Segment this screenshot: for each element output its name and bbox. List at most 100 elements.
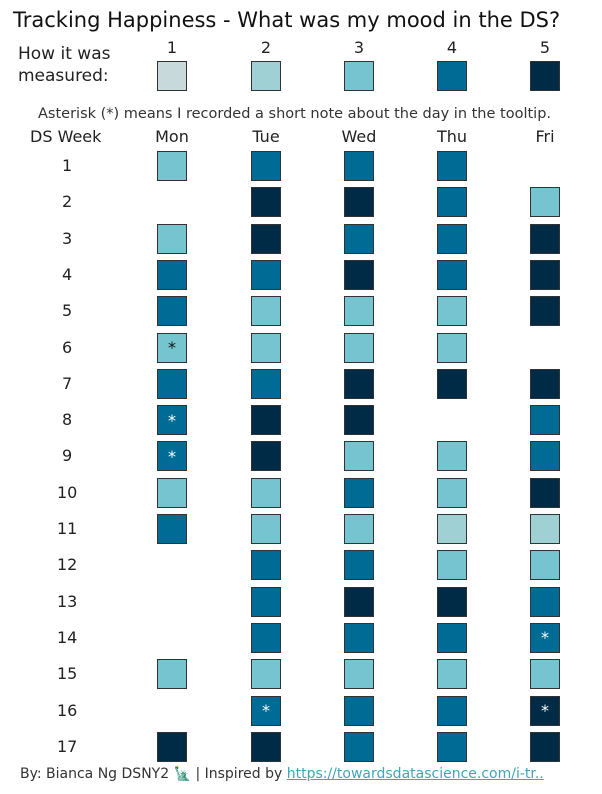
mood-cell-week-2-wed[interactable] — [344, 187, 374, 218]
legend-label: How it was measured: — [18, 44, 111, 86]
mood-cell-week-16-fri[interactable]: * — [530, 695, 560, 726]
mood-cell-week-3-fri[interactable] — [530, 223, 560, 254]
mood-cell-week-14-thu[interactable] — [437, 622, 467, 653]
mood-cell-week-11-fri[interactable] — [530, 514, 560, 544]
row-label-week-6: 6 — [62, 337, 73, 357]
note-asterisk: * — [262, 701, 270, 720]
mood-cell-week-8-wed[interactable] — [344, 405, 374, 436]
mood-cell-week-9-wed[interactable] — [344, 441, 374, 472]
mood-cell-week-8-fri[interactable] — [530, 405, 560, 436]
mood-cell-week-5-mon[interactable] — [157, 296, 187, 327]
mood-cell-week-14-fri[interactable]: * — [530, 622, 560, 653]
mood-cell-week-12-wed[interactable] — [344, 550, 374, 581]
column-header-fri: Fri — [535, 127, 555, 146]
row-label-week-7: 7 — [62, 373, 73, 393]
mood-cell-week-1-mon[interactable] — [157, 151, 187, 181]
legend-level-4-label: 4 — [446, 38, 458, 57]
row-header: DS Week — [30, 127, 102, 146]
mood-cell-week-15-wed[interactable] — [344, 659, 374, 690]
legend-level-4-swatch — [437, 61, 467, 91]
mood-cell-week-15-mon[interactable] — [157, 659, 187, 690]
mood-cell-week-11-thu[interactable] — [437, 514, 467, 544]
mood-cell-week-7-wed[interactable] — [344, 368, 374, 399]
row-label-week-5: 5 — [62, 301, 73, 321]
mood-cell-week-6-tue[interactable] — [251, 332, 281, 363]
mood-cell-week-13-tue[interactable] — [251, 586, 281, 617]
mood-cell-week-12-fri[interactable] — [530, 550, 560, 581]
mood-cell-week-14-tue[interactable] — [251, 622, 281, 653]
mood-cell-week-9-tue[interactable] — [251, 441, 281, 472]
mood-cell-week-11-mon[interactable] — [157, 514, 187, 544]
legend-level-5-swatch — [530, 61, 560, 91]
mood-cell-week-17-mon[interactable] — [157, 731, 187, 762]
mood-cell-week-10-tue[interactable] — [251, 477, 281, 508]
mood-cell-week-10-mon[interactable] — [157, 477, 187, 508]
mood-cell-week-15-thu[interactable] — [437, 659, 467, 690]
mood-cell-week-15-tue[interactable] — [251, 659, 281, 690]
mood-cell-week-3-mon[interactable] — [157, 223, 187, 254]
mood-cell-week-13-thu[interactable] — [437, 586, 467, 617]
mood-cell-week-4-fri[interactable] — [530, 259, 560, 290]
mood-cell-week-11-wed[interactable] — [344, 514, 374, 544]
mood-cell-week-12-tue[interactable] — [251, 550, 281, 581]
mood-cell-week-13-wed[interactable] — [344, 586, 374, 617]
mood-cell-week-10-thu[interactable] — [437, 477, 467, 508]
column-header-mon: Mon — [155, 127, 189, 146]
mood-cell-week-9-fri[interactable] — [530, 441, 560, 472]
mood-cell-week-7-mon[interactable] — [157, 368, 187, 399]
mood-cell-week-4-mon[interactable] — [157, 259, 187, 290]
mood-cell-week-16-thu[interactable] — [437, 695, 467, 726]
mood-cell-week-4-tue[interactable] — [251, 259, 281, 290]
mood-cell-week-16-wed[interactable] — [344, 695, 374, 726]
mood-cell-week-17-wed[interactable] — [344, 731, 374, 762]
mood-cell-week-7-thu[interactable] — [437, 368, 467, 399]
mood-cell-week-11-tue[interactable] — [251, 514, 281, 544]
mood-cell-week-5-thu[interactable] — [437, 296, 467, 327]
row-label-week-3: 3 — [62, 228, 73, 248]
mood-cell-week-16-tue[interactable]: * — [251, 695, 281, 726]
mood-cell-week-10-wed[interactable] — [344, 477, 374, 508]
mood-cell-week-6-wed[interactable] — [344, 332, 374, 363]
mood-cell-week-17-thu[interactable] — [437, 731, 467, 762]
mood-cell-week-2-fri[interactable] — [530, 187, 560, 218]
mood-cell-week-3-wed[interactable] — [344, 223, 374, 254]
mood-cell-week-5-fri[interactable] — [530, 296, 560, 327]
mood-cell-week-13-fri[interactable] — [530, 586, 560, 617]
legend-level-3-swatch — [344, 61, 374, 91]
mood-cell-week-10-fri[interactable] — [530, 477, 560, 508]
mood-cell-week-1-tue[interactable] — [251, 151, 281, 181]
mood-cell-week-15-fri[interactable] — [530, 659, 560, 690]
mood-cell-week-5-tue[interactable] — [251, 296, 281, 327]
note-asterisk: * — [541, 701, 549, 720]
row-label-week-4: 4 — [62, 264, 73, 284]
footer-link[interactable]: https://towardsdatascience.com/i-tr.. — [286, 766, 544, 782]
row-label-week-11: 11 — [57, 519, 78, 538]
mood-cell-week-1-wed[interactable] — [344, 151, 374, 181]
legend-level-2-swatch — [251, 61, 281, 91]
mood-cell-week-8-tue[interactable] — [251, 405, 281, 436]
note-asterisk: * — [168, 446, 176, 466]
mood-cell-week-2-thu[interactable] — [437, 187, 467, 218]
legend-level-2-label: 2 — [260, 38, 272, 57]
mood-cell-week-4-thu[interactable] — [437, 259, 467, 290]
row-label-week-16: 16 — [57, 700, 78, 720]
note-asterisk: * — [541, 628, 549, 648]
mood-cell-week-4-wed[interactable] — [344, 259, 374, 290]
mood-cell-week-9-thu[interactable] — [437, 441, 467, 472]
row-label-week-9: 9 — [62, 446, 73, 466]
mood-cell-week-5-wed[interactable] — [344, 296, 374, 327]
mood-cell-week-2-tue[interactable] — [251, 187, 281, 218]
mood-cell-week-8-mon[interactable]: * — [157, 405, 187, 436]
mood-cell-week-17-tue[interactable] — [251, 731, 281, 762]
mood-cell-week-1-thu[interactable] — [437, 151, 467, 181]
mood-cell-week-17-fri[interactable] — [530, 731, 560, 762]
mood-cell-week-9-mon[interactable]: * — [157, 441, 187, 472]
mood-cell-week-6-mon[interactable]: * — [157, 332, 187, 363]
mood-cell-week-14-wed[interactable] — [344, 622, 374, 653]
mood-cell-week-7-tue[interactable] — [251, 368, 281, 399]
mood-cell-week-3-tue[interactable] — [251, 223, 281, 254]
mood-cell-week-12-thu[interactable] — [437, 550, 467, 581]
mood-cell-week-6-thu[interactable] — [437, 332, 467, 363]
mood-cell-week-3-thu[interactable] — [437, 223, 467, 254]
mood-cell-week-7-fri[interactable] — [530, 368, 560, 399]
